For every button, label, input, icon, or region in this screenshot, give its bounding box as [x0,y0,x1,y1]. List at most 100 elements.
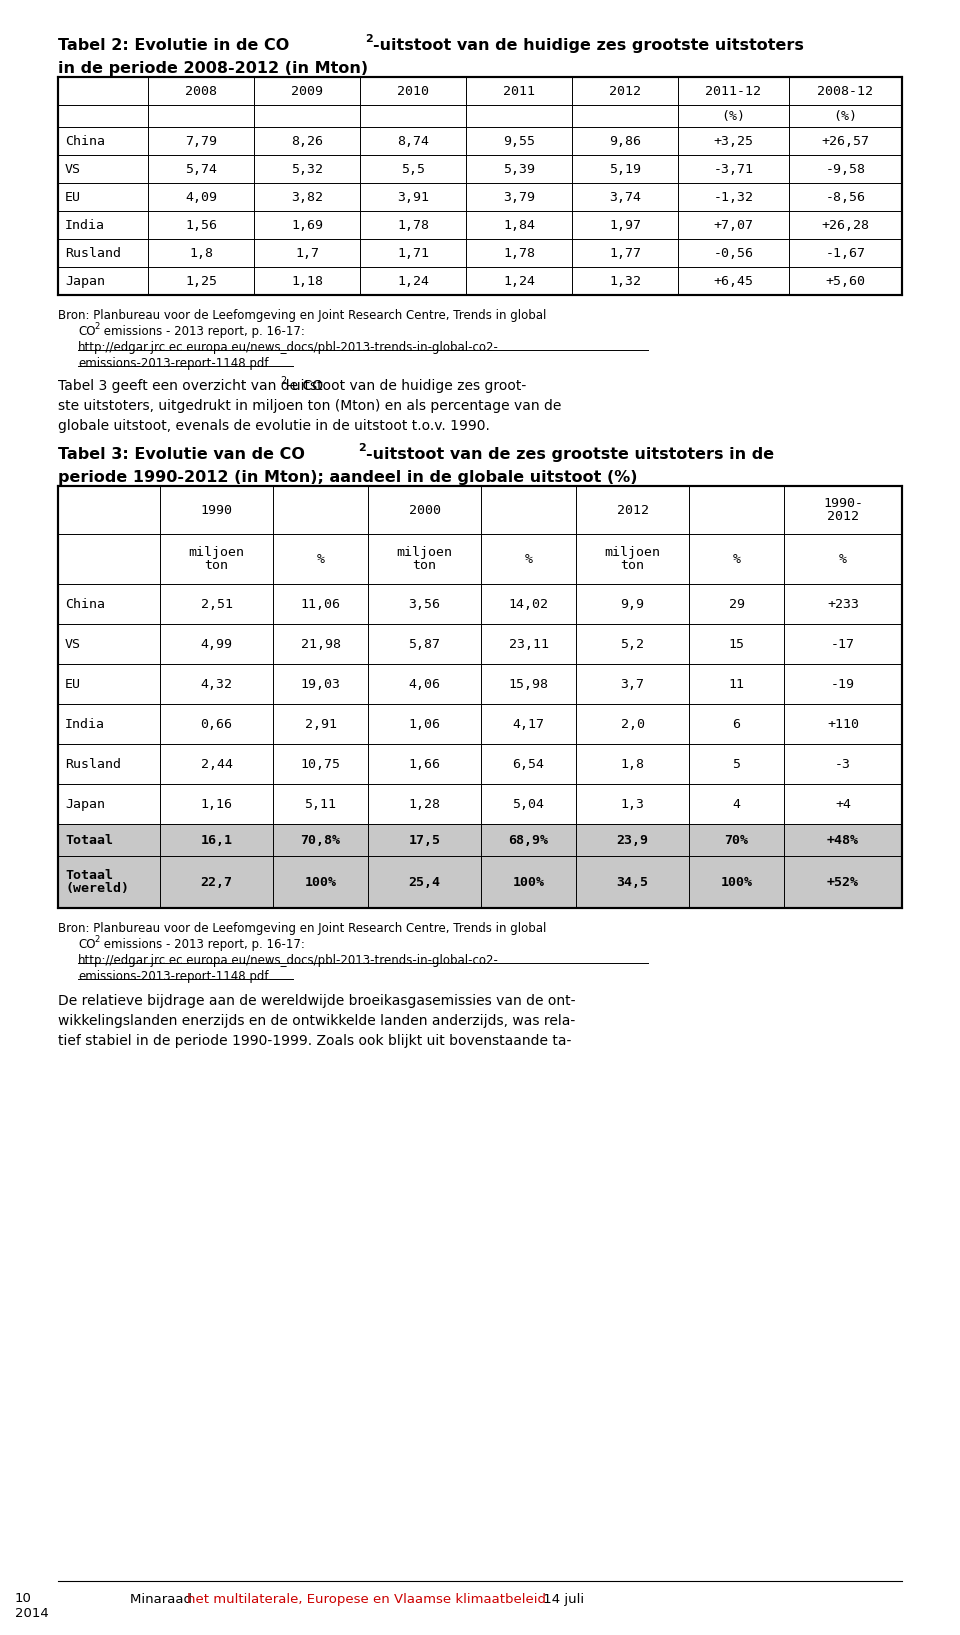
Text: 2,91: 2,91 [304,718,337,731]
Text: 4,32: 4,32 [201,677,232,690]
Text: -3,71: -3,71 [713,162,754,175]
Text: 15,98: 15,98 [509,677,548,690]
Text: 16,1: 16,1 [201,834,232,847]
Text: +52%: +52% [827,875,859,888]
Text: http://edgar.jrc.ec.europa.eu/news_docs/pbl-2013-trends-in-global-co2-: http://edgar.jrc.ec.europa.eu/news_docs/… [78,342,499,355]
Bar [58,625,902,664]
Text: emissions - 2013 report, p. 16-17:: emissions - 2013 report, p. 16-17: [100,938,305,952]
Bar [58,77,902,105]
Text: 4,09: 4,09 [185,191,217,203]
Text: 100%: 100% [721,875,753,888]
Text: tief stabiel in de periode 1990-1999. Zoals ook blijkt uit bovenstaande ta-: tief stabiel in de periode 1990-1999. Zo… [58,1033,571,1048]
Text: miljoen: miljoen [605,546,660,559]
Text: 1,8: 1,8 [620,757,644,770]
Text: EU: EU [65,191,81,203]
Text: 11: 11 [729,677,745,690]
Text: Rusland: Rusland [65,247,121,260]
Text: 22,7: 22,7 [201,875,232,888]
Text: 5,19: 5,19 [609,162,641,175]
Text: China: China [65,134,105,147]
Text: 15: 15 [729,638,745,651]
Text: 2008: 2008 [185,85,217,98]
Text: ton: ton [413,559,437,572]
Text: ton: ton [204,559,228,572]
Text: 1,24: 1,24 [397,275,429,288]
Text: 5,04: 5,04 [513,798,544,811]
Text: 10,75: 10,75 [300,757,341,770]
Text: 8,26: 8,26 [291,134,323,147]
Text: -uitstoot van de huidige zes grootste uitstoters: -uitstoot van de huidige zes grootste ui… [373,38,804,52]
Text: 4,17: 4,17 [513,718,544,731]
Text: 1,25: 1,25 [185,275,217,288]
Text: 100%: 100% [304,875,337,888]
Text: 5,39: 5,39 [503,162,535,175]
Bar [58,535,902,584]
Text: globale uitstoot, evenals de evolutie in de uitstoot t.o.v. 1990.: globale uitstoot, evenals de evolutie in… [58,419,490,433]
Text: (%): (%) [833,110,857,123]
Text: +7,07: +7,07 [713,219,754,232]
Text: 2010: 2010 [397,85,429,98]
Text: 100%: 100% [513,875,544,888]
Text: +26,28: +26,28 [822,219,870,232]
Text: 1,97: 1,97 [609,219,641,232]
Text: VS: VS [65,162,81,175]
Text: 70%: 70% [725,834,749,847]
Text: 70,8%: 70,8% [300,834,341,847]
Text: 1990: 1990 [201,504,232,517]
Text: %: % [524,553,533,566]
Text: 2000: 2000 [409,504,441,517]
Text: -3: -3 [835,757,851,770]
Text: 5: 5 [732,757,740,770]
Text: EU: EU [65,677,81,690]
Text: +110: +110 [827,718,859,731]
Text: 9,86: 9,86 [609,134,641,147]
Text: 0,66: 0,66 [201,718,232,731]
Text: 34,5: 34,5 [616,875,649,888]
Text: 1,77: 1,77 [609,247,641,260]
Bar [58,211,902,239]
Text: 4,06: 4,06 [409,677,441,690]
Text: periode 1990-2012 (in Mton); aandeel in de globale uitstoot (%): periode 1990-2012 (in Mton); aandeel in … [58,469,637,486]
Text: 1,78: 1,78 [397,219,429,232]
Bar [58,183,902,211]
Text: 6,54: 6,54 [513,757,544,770]
Text: 4: 4 [732,798,740,811]
Text: +26,57: +26,57 [822,134,870,147]
Text: 3,74: 3,74 [609,191,641,203]
Text: 9,55: 9,55 [503,134,535,147]
Text: 23,9: 23,9 [616,834,649,847]
Bar [58,857,902,907]
Text: 2: 2 [94,935,99,943]
Text: China: China [65,597,105,610]
Text: 2011: 2011 [503,85,535,98]
Bar [58,824,902,857]
Text: +6,45: +6,45 [713,275,754,288]
Text: 2: 2 [280,376,286,386]
Text: emissions-2013-report-1148.pdf.: emissions-2013-report-1148.pdf. [78,356,272,370]
Text: 14 juli: 14 juli [539,1592,584,1606]
Text: India: India [65,718,105,731]
Text: 5,11: 5,11 [304,798,337,811]
Text: Tabel 3 geeft een overzicht van de CO: Tabel 3 geeft een overzicht van de CO [58,379,324,392]
Bar [58,705,902,744]
Text: Minaraad: Minaraad [130,1592,196,1606]
Bar [58,267,902,294]
Text: 1,84: 1,84 [503,219,535,232]
Text: De relatieve bijdrage aan de wereldwijde broeikasgasemissies van de ont-: De relatieve bijdrage aan de wereldwijde… [58,994,575,1009]
Text: +48%: +48% [827,834,859,847]
Text: 29: 29 [729,597,745,610]
Text: 3,7: 3,7 [620,677,644,690]
Text: 3,91: 3,91 [397,191,429,203]
Text: 1990-: 1990- [823,497,863,510]
Text: 11,06: 11,06 [300,597,341,610]
Text: -9,58: -9,58 [826,162,866,175]
Text: 1,18: 1,18 [291,275,323,288]
Text: emissions-2013-report-1148.pdf.: emissions-2013-report-1148.pdf. [78,970,272,983]
Text: 5,5: 5,5 [401,162,425,175]
Text: 3,56: 3,56 [409,597,441,610]
Bar [58,77,902,294]
Text: %: % [732,553,740,566]
Text: 7,79: 7,79 [185,134,217,147]
Bar [58,785,902,824]
Text: Bron: Planbureau voor de Leefomgeving en Joint Research Centre, Trends in global: Bron: Planbureau voor de Leefomgeving en… [58,922,546,935]
